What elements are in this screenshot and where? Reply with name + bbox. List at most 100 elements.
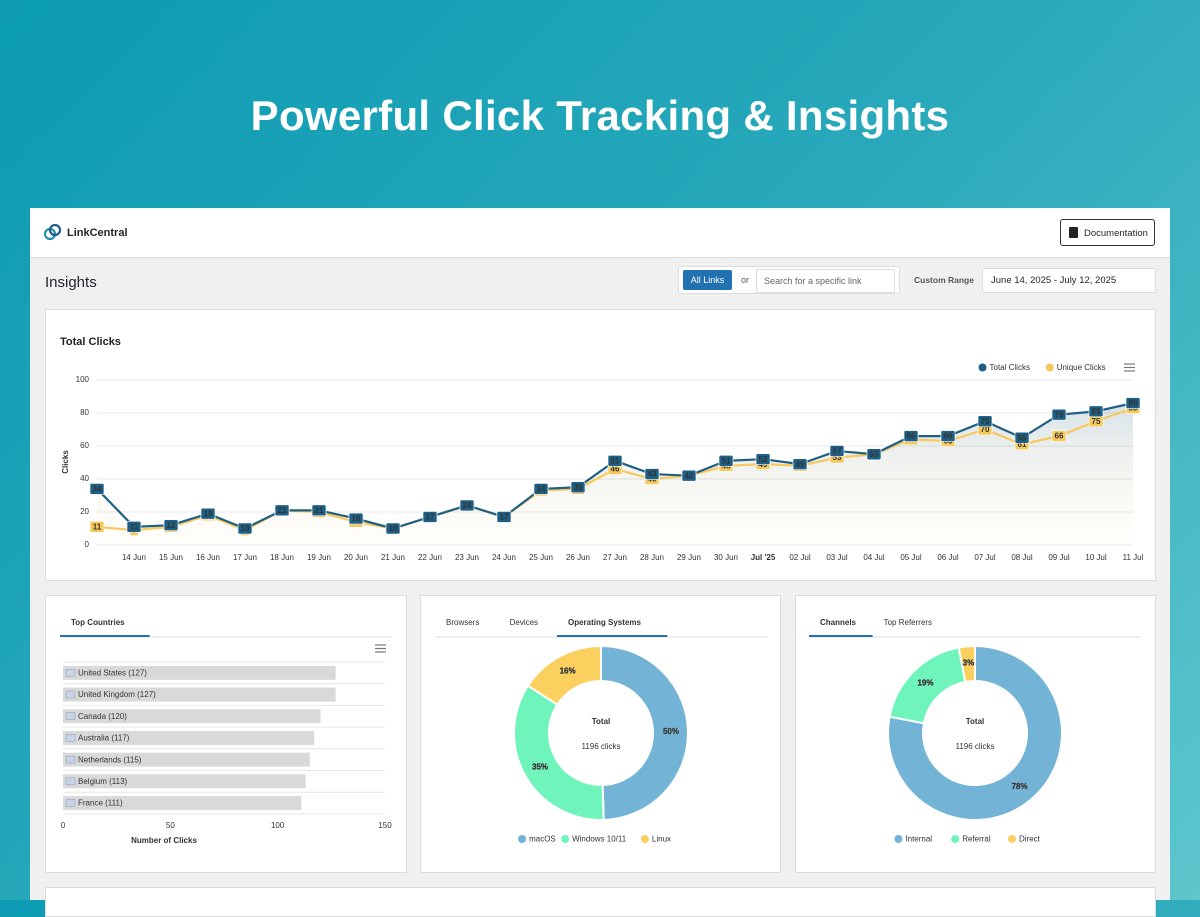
link-filter: All Links or Search for a specific link: [678, 266, 900, 294]
data-label: 52: [759, 455, 768, 464]
data-label-box: [607, 455, 623, 467]
x-tick-label: 20 Jun: [344, 553, 368, 562]
x-tick-label: Jul '25: [751, 553, 776, 562]
app-window: LinkCentral Documentation Insights All L…: [30, 208, 1170, 917]
data-label-box: [459, 499, 475, 512]
data-label: 35: [574, 483, 583, 492]
bar: [63, 752, 310, 767]
data-label: 35%: [532, 762, 548, 771]
x-tick-label: 100: [271, 821, 285, 830]
data-label-box: [718, 455, 734, 467]
data-label: 79: [1055, 410, 1064, 419]
x-tick-label: 04 Jul: [863, 553, 885, 562]
data-label: 34: [93, 485, 102, 494]
legend-label: Unique Clicks: [1057, 363, 1106, 372]
x-tick-label: 30 Jun: [714, 553, 738, 562]
bar-label: Canada (120): [78, 712, 127, 721]
menu-icon[interactable]: [1124, 363, 1135, 372]
data-label: 34: [537, 485, 546, 494]
donut-segment: [600, 644, 689, 821]
donut-segment: [957, 644, 976, 684]
bar: [63, 709, 321, 724]
data-label-box: [792, 458, 808, 470]
range-label: Custom Range: [914, 275, 974, 285]
bar: [63, 730, 315, 745]
data-label: 50%: [663, 727, 679, 736]
y-tick-label: 40: [80, 474, 89, 483]
data-label: 55: [870, 450, 879, 459]
data-label: 75: [981, 417, 990, 426]
data-label-box: [89, 521, 105, 533]
data-label-box: [829, 445, 845, 457]
data-label: 3%: [963, 658, 975, 667]
bar: [63, 774, 306, 789]
legend-swatch: [561, 835, 570, 843]
data-label-box: [200, 507, 216, 520]
data-label: 11: [130, 522, 139, 531]
tab[interactable]: Channels: [820, 618, 857, 627]
legend-label: Internal: [905, 835, 932, 844]
data-label: 21: [315, 506, 324, 515]
or-label: or: [741, 275, 750, 285]
data-label: 66: [907, 432, 916, 441]
flag-icon: [65, 669, 76, 677]
tab[interactable]: Operating Systems: [568, 618, 641, 627]
logo: [43, 223, 62, 241]
flag-icon: [65, 755, 76, 764]
y-tick-label: 60: [80, 441, 89, 450]
date-range-input[interactable]: June 14, 2025 - July 12, 2025: [982, 268, 1156, 293]
data-label-box: [422, 511, 438, 523]
legend-swatch: [518, 835, 527, 843]
x-tick-label: 22 Jun: [418, 553, 442, 562]
top-bar: LinkCentral Documentation: [30, 208, 1170, 258]
bar: [63, 687, 336, 702]
data-label: 57: [833, 447, 842, 456]
legend-label: Direct: [1019, 835, 1041, 844]
x-tick-label: 25 Jun: [529, 553, 553, 562]
data-label-box: [1051, 430, 1067, 442]
legend-label: Linux: [652, 835, 671, 844]
data-label-box: [163, 519, 179, 532]
channels-card: [795, 595, 1156, 873]
tab[interactable]: Devices: [510, 618, 538, 627]
bar: [63, 665, 336, 680]
legend-label: Referral: [962, 835, 991, 844]
documentation-button[interactable]: Documentation: [1060, 219, 1155, 246]
tab[interactable]: Browsers: [446, 618, 479, 627]
search-input[interactable]: Search for a specific link: [756, 269, 895, 293]
legend-label: macOS: [529, 835, 556, 844]
tab[interactable]: Top Countries: [71, 618, 125, 627]
menu-icon[interactable]: [375, 644, 386, 653]
data-label-box: [755, 453, 771, 466]
x-tick-label: 16 Jun: [196, 553, 220, 562]
flag-icon: [65, 734, 76, 742]
card-title: Total Clicks: [60, 336, 121, 348]
x-tick-label: 05 Jul: [900, 553, 922, 562]
y-tick-label: 0: [85, 540, 90, 549]
headline: Powerful Click Tracking & Insights: [250, 92, 950, 139]
donut-segment: [526, 644, 602, 707]
documentation-label: Documentation: [1084, 228, 1148, 239]
x-tick-label: 15 Jun: [159, 553, 183, 562]
y-tick-label: 80: [80, 408, 89, 417]
x-tick-label: 150: [378, 821, 392, 830]
x-tick-label: 18 Jun: [270, 553, 294, 562]
data-label: 16: [352, 514, 361, 523]
data-label: 65: [1018, 433, 1027, 442]
x-axis-label: Number of Clicks: [131, 836, 197, 845]
x-tick-label: 07 Jul: [974, 553, 996, 562]
data-label: 42: [685, 471, 694, 480]
legend-swatch: [1045, 363, 1054, 372]
legend-label: Windows 10/11: [572, 835, 627, 844]
all-links-button[interactable]: All Links: [683, 270, 732, 290]
x-tick-label: 26 Jun: [566, 553, 590, 562]
x-tick-label: 06 Jul: [937, 553, 959, 562]
x-tick-label: 03 Jul: [826, 553, 848, 562]
tab[interactable]: Top Referrers: [884, 618, 932, 627]
data-label: 17: [500, 513, 509, 522]
data-label: 21: [278, 506, 287, 515]
bar-label: United Kingdom (127): [78, 690, 156, 699]
center-label: 1196 clicks: [956, 742, 995, 751]
data-label-box: [311, 504, 327, 517]
